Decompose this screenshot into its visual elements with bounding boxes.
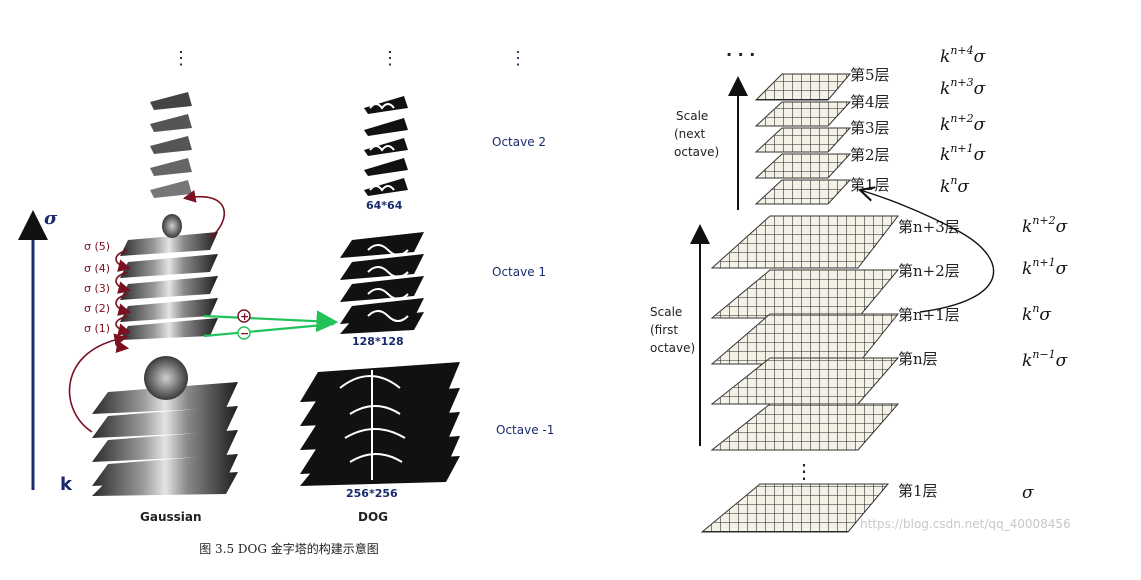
gaussian-octave-1-stack — [120, 214, 218, 340]
figure-caption: 图 3.5 DOG 金字塔的构建示意图 — [199, 542, 379, 556]
octave-jump-arc-lower — [68, 333, 128, 433]
sigma-axis-label: σ — [44, 208, 58, 229]
plus-circle — [237, 309, 251, 323]
sigma-step-labels: σ (5) σ (4) σ (3) σ (2) σ (1) — [84, 240, 110, 335]
dog-column-label: DOG — [358, 510, 388, 524]
sigma-step-label: σ (4) — [84, 262, 110, 275]
bottom-scale-label: σ — [1022, 483, 1034, 503]
svg-text:kn+4σ: kn+4σ — [940, 44, 986, 67]
svg-text:kn+2σ: kn+2σ — [940, 112, 986, 135]
size-label-octave-1: 128*128 — [352, 335, 404, 348]
next-octave-layer-labels: 第5层 第4层 第3层 第2层 第1层 — [850, 66, 890, 194]
sigma-step-label: σ (3) — [84, 282, 110, 295]
layer-label: 第4层 — [850, 93, 890, 111]
gaussian-octave-2-stack — [150, 92, 192, 198]
minus-arrow — [203, 322, 335, 338]
layer-label: 第3层 — [850, 119, 890, 137]
octave-label-minus1: Octave -1 — [496, 423, 554, 437]
octave-label-2: Octave 2 — [492, 135, 546, 149]
next-octave-grids — [754, 73, 852, 205]
layer-label: 第1层 — [850, 176, 890, 194]
size-label-octave-2: 64*64 — [366, 199, 403, 212]
scale-next-octave-line: (next — [674, 127, 706, 141]
svg-text:kn+3σ: kn+3σ — [940, 76, 986, 99]
octave-ellipsis: ⋮ — [509, 48, 527, 69]
dog-octave-1-stack — [340, 232, 424, 334]
gaussian-octave-minus1-stack — [92, 356, 238, 496]
sigma-step-label: σ (5) — [84, 240, 110, 253]
size-label-octave-minus1: 256*256 — [346, 487, 398, 500]
first-octave-scale-labels: kn+2σ kn+1σ knσ kn−1σ σ — [1022, 214, 1068, 503]
octave-link-arc — [860, 190, 995, 313]
svg-text:kn−1σ: kn−1σ — [1022, 348, 1068, 371]
next-octave-scale-labels: kn+4σ kn+3σ kn+2σ kn+1σ knσ — [940, 44, 986, 197]
layer-label: 第n+1层 — [898, 306, 960, 324]
plus-sign: + — [240, 310, 249, 323]
layer-label: 第n+2层 — [898, 262, 960, 280]
svg-text:kn+1σ: kn+1σ — [1022, 256, 1068, 279]
minus-circle — [237, 326, 251, 340]
right-panel: · · · Scale (next octave) Scale (first o… — [650, 44, 1071, 533]
middle-ellipsis: ⋮ — [794, 459, 814, 483]
scale-first-octave-line: octave) — [650, 341, 695, 355]
scale-next-octave-line: octave) — [674, 145, 719, 159]
difference-arrows: + − — [203, 309, 339, 340]
svg-text:knσ: knσ — [1022, 302, 1051, 325]
layer-label: 第n层 — [898, 350, 938, 368]
layer-label: 第1层 — [898, 482, 938, 500]
gaussian-column-label: Gaussian — [140, 510, 202, 524]
watermark: https://blog.csdn.net/qq_40008456 — [860, 517, 1071, 531]
gaussian-ellipsis: ⋮ — [172, 48, 190, 69]
top-ellipsis: · · · — [726, 45, 755, 64]
sigma-step-label: σ (1) — [84, 322, 110, 335]
sigma-step-label: σ (2) — [84, 302, 110, 315]
layer-label: 第n+3层 — [898, 218, 960, 236]
layer-label: 第5层 — [850, 66, 890, 84]
scale-next-octave-line: Scale — [676, 109, 708, 123]
dog-octave-2-stack — [364, 96, 408, 196]
svg-text:kn+2σ: kn+2σ — [1022, 214, 1068, 237]
layer-label: 第2层 — [850, 146, 890, 164]
first-octave-grids — [700, 215, 900, 533]
svg-text:kn+1σ: kn+1σ — [940, 142, 986, 165]
octave-jump-arc-upper — [182, 190, 225, 239]
scale-first-octave-line: (first — [650, 323, 678, 337]
dog-octave-minus1-stack — [300, 362, 460, 486]
minus-sign: − — [240, 327, 249, 340]
scale-first-octave-line: Scale — [650, 305, 682, 319]
first-octave-layer-labels: 第n+3层 第n+2层 第n+1层 第n层 第1层 — [898, 218, 960, 500]
dog-ellipsis: ⋮ — [381, 48, 399, 69]
k-axis-label: k — [60, 474, 73, 495]
octave-label-1: Octave 1 — [492, 265, 546, 279]
plus-arrow — [203, 310, 339, 333]
svg-text:knσ: knσ — [940, 174, 969, 197]
left-panel: σ k ⋮ ⋮ ⋮ — [18, 48, 554, 524]
sigma-step-arcs — [68, 190, 225, 433]
